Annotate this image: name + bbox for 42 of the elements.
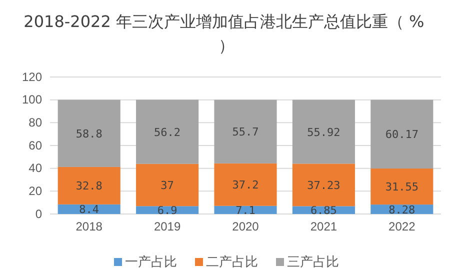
data-label: 37.23: [307, 178, 340, 192]
bar: [370, 100, 434, 169]
bar: [214, 100, 277, 164]
data-label: 8.4: [79, 203, 100, 216]
data-label: 6.9: [157, 204, 178, 218]
bar: [214, 206, 277, 214]
bar: [136, 100, 199, 164]
x-tick-label: 2020: [232, 220, 260, 234]
bar: [58, 166, 120, 204]
data-label: 32.8: [76, 180, 102, 193]
x-tick-label: 2021: [310, 220, 338, 234]
y-tick-label: 0: [35, 206, 42, 221]
bar: [136, 164, 199, 206]
legend-label: 三产占比: [287, 255, 339, 270]
x-tick-label: 2019: [154, 220, 181, 234]
data-label: 31.55: [385, 180, 418, 194]
data-label: 55.92: [307, 126, 340, 139]
chart-title: 2018-2022 年三次产业增加值占港北生产总值比重（ % ）: [24, 12, 430, 55]
data-label: 37: [160, 179, 174, 192]
y-tick-label: 100: [22, 92, 42, 107]
bar: [370, 168, 434, 205]
bar: [292, 100, 355, 164]
bar: [58, 100, 120, 167]
data-label: 60.17: [385, 128, 418, 142]
data-label: 6.85: [310, 204, 337, 218]
x-tick-label: 2022: [388, 220, 416, 234]
bar: [214, 163, 277, 206]
data-label: 37.2: [232, 178, 259, 192]
y-tick-label: 60: [28, 138, 42, 152]
legend-label: 二产占比: [206, 255, 258, 270]
data-label: 7.1: [236, 204, 256, 217]
data-label: 8.28: [388, 203, 416, 216]
bar: [292, 164, 355, 206]
y-tick-label: 80: [28, 116, 42, 130]
data-label: 55.7: [232, 126, 259, 139]
data-label: 56.2: [154, 126, 181, 139]
x-tick-label: 2018: [76, 220, 103, 234]
y-tick-label: 120: [22, 70, 42, 84]
y-tick-label: 40: [28, 161, 42, 176]
y-tick-label: 20: [28, 184, 42, 198]
legend-label: 一产占比: [125, 255, 177, 270]
data-label: 58.8: [76, 127, 102, 140]
